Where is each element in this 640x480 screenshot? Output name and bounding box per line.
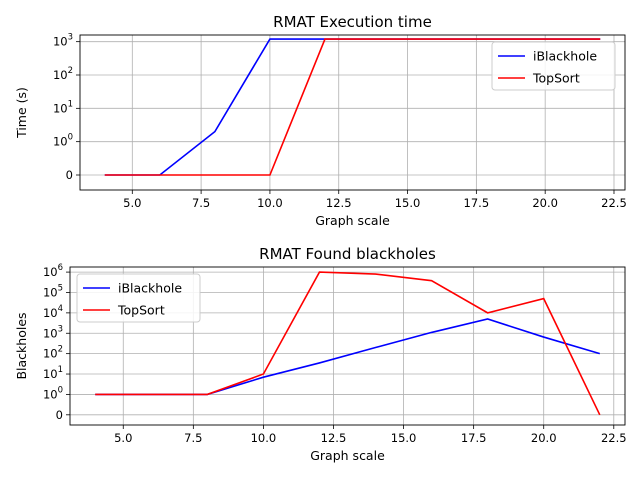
plot-frame (69, 266, 626, 426)
x-tick-label: 7.5 (192, 196, 210, 210)
x-tick-label: 5.0 (123, 196, 141, 210)
series-line-iblackhole (95, 318, 600, 396)
series-line-topsort (95, 271, 601, 416)
series-line-topsort (104, 38, 601, 176)
y-tick-label: 0 (66, 168, 73, 182)
plot-frame (79, 34, 626, 191)
y-tick-label: 100 (53, 133, 73, 149)
x-tick-label: 17.5 (461, 431, 487, 445)
x-tick-label: 20.0 (531, 431, 557, 445)
chart-title: RMAT Execution time (273, 13, 432, 31)
y-tick-label: 101 (43, 365, 63, 381)
x-tick-label: 17.5 (464, 196, 490, 210)
y-tick-label: 103 (43, 324, 63, 340)
x-tick-label: 10.0 (251, 431, 277, 445)
legend-entry: TopSort (532, 71, 580, 86)
x-axis-label: Graph scale (310, 448, 385, 463)
y-axis-label: Blackholes (14, 312, 29, 379)
x-tick-label: 22.5 (601, 431, 627, 445)
y-tick-label: 103 (53, 33, 73, 49)
y-tick-label: 102 (53, 66, 73, 82)
chart-panel-2: 5.0 7.5 10.0 12.5 15.0 17.5 20.0 22.5 0 100 101 102… (14, 245, 627, 463)
legend: iBlackhole TopSort (76, 273, 201, 323)
y-axis-label: Time (s) (14, 87, 29, 139)
x-tick-label: 20.0 (532, 196, 558, 210)
x-tick-label: 10.0 (257, 196, 283, 210)
chart-title: RMAT Found blackholes (259, 245, 436, 263)
x-tick-label: 7.5 (184, 431, 202, 445)
y-tick-label: 104 (43, 304, 63, 320)
y-tick-label: 100 (43, 385, 63, 401)
x-tick-label: 12.5 (326, 196, 352, 210)
x-tick-label: 5.0 (114, 431, 132, 445)
x-tick-label: 22.5 (601, 196, 627, 210)
x-axis-label: Graph scale (315, 213, 390, 228)
x-tick-label: 15.0 (395, 196, 421, 210)
legend-entry: TopSort (117, 303, 165, 318)
x-tick-label: 15.0 (391, 431, 417, 445)
y-tick-label: 101 (53, 99, 73, 115)
x-tick-label: 12.5 (321, 431, 347, 445)
legend-entry: iBlackhole (118, 281, 182, 296)
y-tick-label: 106 (43, 263, 63, 279)
legend-entry: iBlackhole (533, 49, 597, 64)
legend: iBlackhole TopSort (491, 41, 616, 91)
y-tick-label: 102 (43, 345, 63, 361)
chart-panel-1: 5.0 7.5 10.0 12.5 15.0 17.5 20.0 22.5 0 100 101 102… (14, 13, 627, 228)
y-tick-label: 0 (56, 408, 63, 422)
y-tick-label: 105 (43, 283, 63, 299)
